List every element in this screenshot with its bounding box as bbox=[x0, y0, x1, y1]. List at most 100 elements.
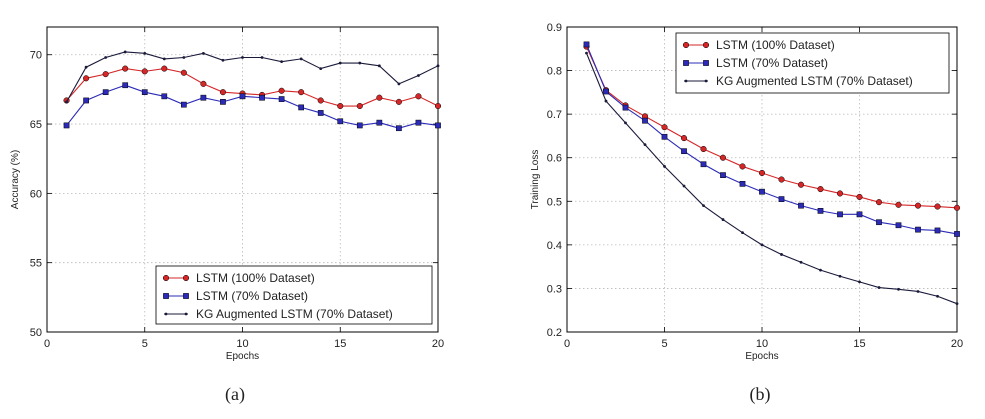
data-point bbox=[914, 202, 922, 209]
legend-marker bbox=[183, 293, 189, 299]
data-point bbox=[877, 286, 881, 289]
data-point bbox=[624, 121, 627, 125]
data-point bbox=[953, 204, 961, 211]
data-point bbox=[83, 97, 89, 104]
figure-caption: (b) bbox=[750, 384, 771, 405]
data-point bbox=[836, 190, 844, 197]
data-point bbox=[122, 65, 129, 72]
legend-label: LSTM (100% Dataset) bbox=[716, 38, 835, 52]
data-point bbox=[141, 68, 148, 75]
data-point bbox=[122, 82, 129, 89]
data-point bbox=[143, 51, 147, 55]
data-point bbox=[583, 41, 590, 48]
data-point bbox=[819, 268, 822, 272]
data-point bbox=[663, 165, 666, 168]
y-tick-label: 0.6 bbox=[547, 153, 562, 165]
data-point bbox=[817, 186, 824, 193]
data-point bbox=[702, 204, 705, 208]
y-tick-label: 65 bbox=[30, 119, 42, 131]
data-point bbox=[260, 56, 264, 59]
legend-marker bbox=[182, 274, 190, 282]
data-point bbox=[603, 88, 609, 95]
data-point bbox=[337, 102, 344, 110]
data-point bbox=[719, 154, 727, 161]
data-point bbox=[778, 196, 785, 202]
y-tick-label: 50 bbox=[30, 327, 42, 339]
data-point bbox=[895, 201, 902, 208]
data-point bbox=[934, 203, 941, 210]
legend-label: KG Augmented LSTM (70% Dataset) bbox=[196, 307, 393, 321]
data-point bbox=[298, 89, 305, 96]
data-point bbox=[643, 143, 647, 147]
data-point bbox=[356, 102, 363, 110]
x-tick-label: 10 bbox=[236, 338, 248, 350]
data-point bbox=[162, 57, 166, 61]
y-tick-label: 0.2 bbox=[547, 327, 562, 339]
legend-box bbox=[675, 32, 950, 94]
x-tick-label: 10 bbox=[756, 338, 768, 350]
data-point bbox=[84, 65, 88, 69]
series-line-3 bbox=[585, 52, 958, 305]
data-point bbox=[680, 135, 688, 142]
series-line-1 bbox=[585, 46, 958, 209]
series-line-2 bbox=[66, 84, 439, 129]
figure-caption: (a) bbox=[225, 384, 245, 405]
data-point bbox=[875, 199, 883, 206]
data-point bbox=[221, 58, 225, 62]
data-point bbox=[799, 260, 803, 264]
data-point bbox=[858, 280, 861, 284]
data-point bbox=[759, 188, 765, 195]
data-point bbox=[760, 243, 764, 247]
data-point bbox=[83, 75, 90, 82]
data-point bbox=[436, 64, 440, 68]
data-point bbox=[397, 82, 401, 86]
y-tick-label: 0.4 bbox=[547, 240, 562, 252]
legend-marker bbox=[683, 60, 689, 66]
data-point bbox=[182, 56, 186, 59]
data-point bbox=[337, 118, 344, 125]
data-point bbox=[721, 218, 725, 221]
data-point bbox=[817, 208, 824, 214]
x-tick-label: 20 bbox=[432, 338, 444, 350]
data-point bbox=[180, 69, 187, 76]
data-point bbox=[102, 71, 109, 78]
y-tick-label: 0.8 bbox=[547, 66, 562, 78]
legend-marker bbox=[682, 41, 690, 49]
series-line-2 bbox=[585, 44, 958, 235]
data-point bbox=[837, 211, 843, 218]
data-point bbox=[661, 124, 668, 131]
x-axis-label: Epochs bbox=[226, 351, 259, 362]
data-point bbox=[955, 302, 959, 306]
y-axis-label: Accuracy (%) bbox=[10, 150, 21, 209]
data-point bbox=[377, 64, 381, 68]
data-point bbox=[358, 61, 362, 65]
data-point bbox=[202, 51, 205, 55]
legend-label: KG Augmented LSTM (70% Dataset) bbox=[716, 74, 913, 88]
data-point bbox=[434, 102, 442, 110]
legend-marker bbox=[684, 79, 688, 83]
data-point bbox=[897, 287, 900, 291]
data-point bbox=[102, 89, 109, 96]
legend-marker bbox=[702, 41, 710, 49]
data-point bbox=[778, 176, 785, 183]
data-point bbox=[954, 231, 960, 237]
data-point bbox=[739, 181, 746, 187]
data-point bbox=[278, 96, 285, 102]
legend-marker bbox=[163, 293, 169, 299]
data-point bbox=[63, 122, 70, 129]
data-point bbox=[682, 184, 686, 188]
data-point bbox=[319, 67, 323, 70]
data-point bbox=[642, 117, 648, 124]
data-point bbox=[435, 122, 441, 129]
data-point bbox=[181, 101, 187, 108]
data-point bbox=[934, 227, 941, 234]
data-point bbox=[856, 211, 863, 218]
legend-marker bbox=[164, 312, 168, 316]
data-point bbox=[661, 133, 668, 140]
data-point bbox=[220, 99, 226, 105]
data-point bbox=[415, 93, 422, 100]
y-tick-label: 70 bbox=[30, 50, 42, 62]
data-point bbox=[376, 119, 383, 126]
data-point bbox=[161, 65, 168, 72]
data-point bbox=[161, 93, 168, 100]
